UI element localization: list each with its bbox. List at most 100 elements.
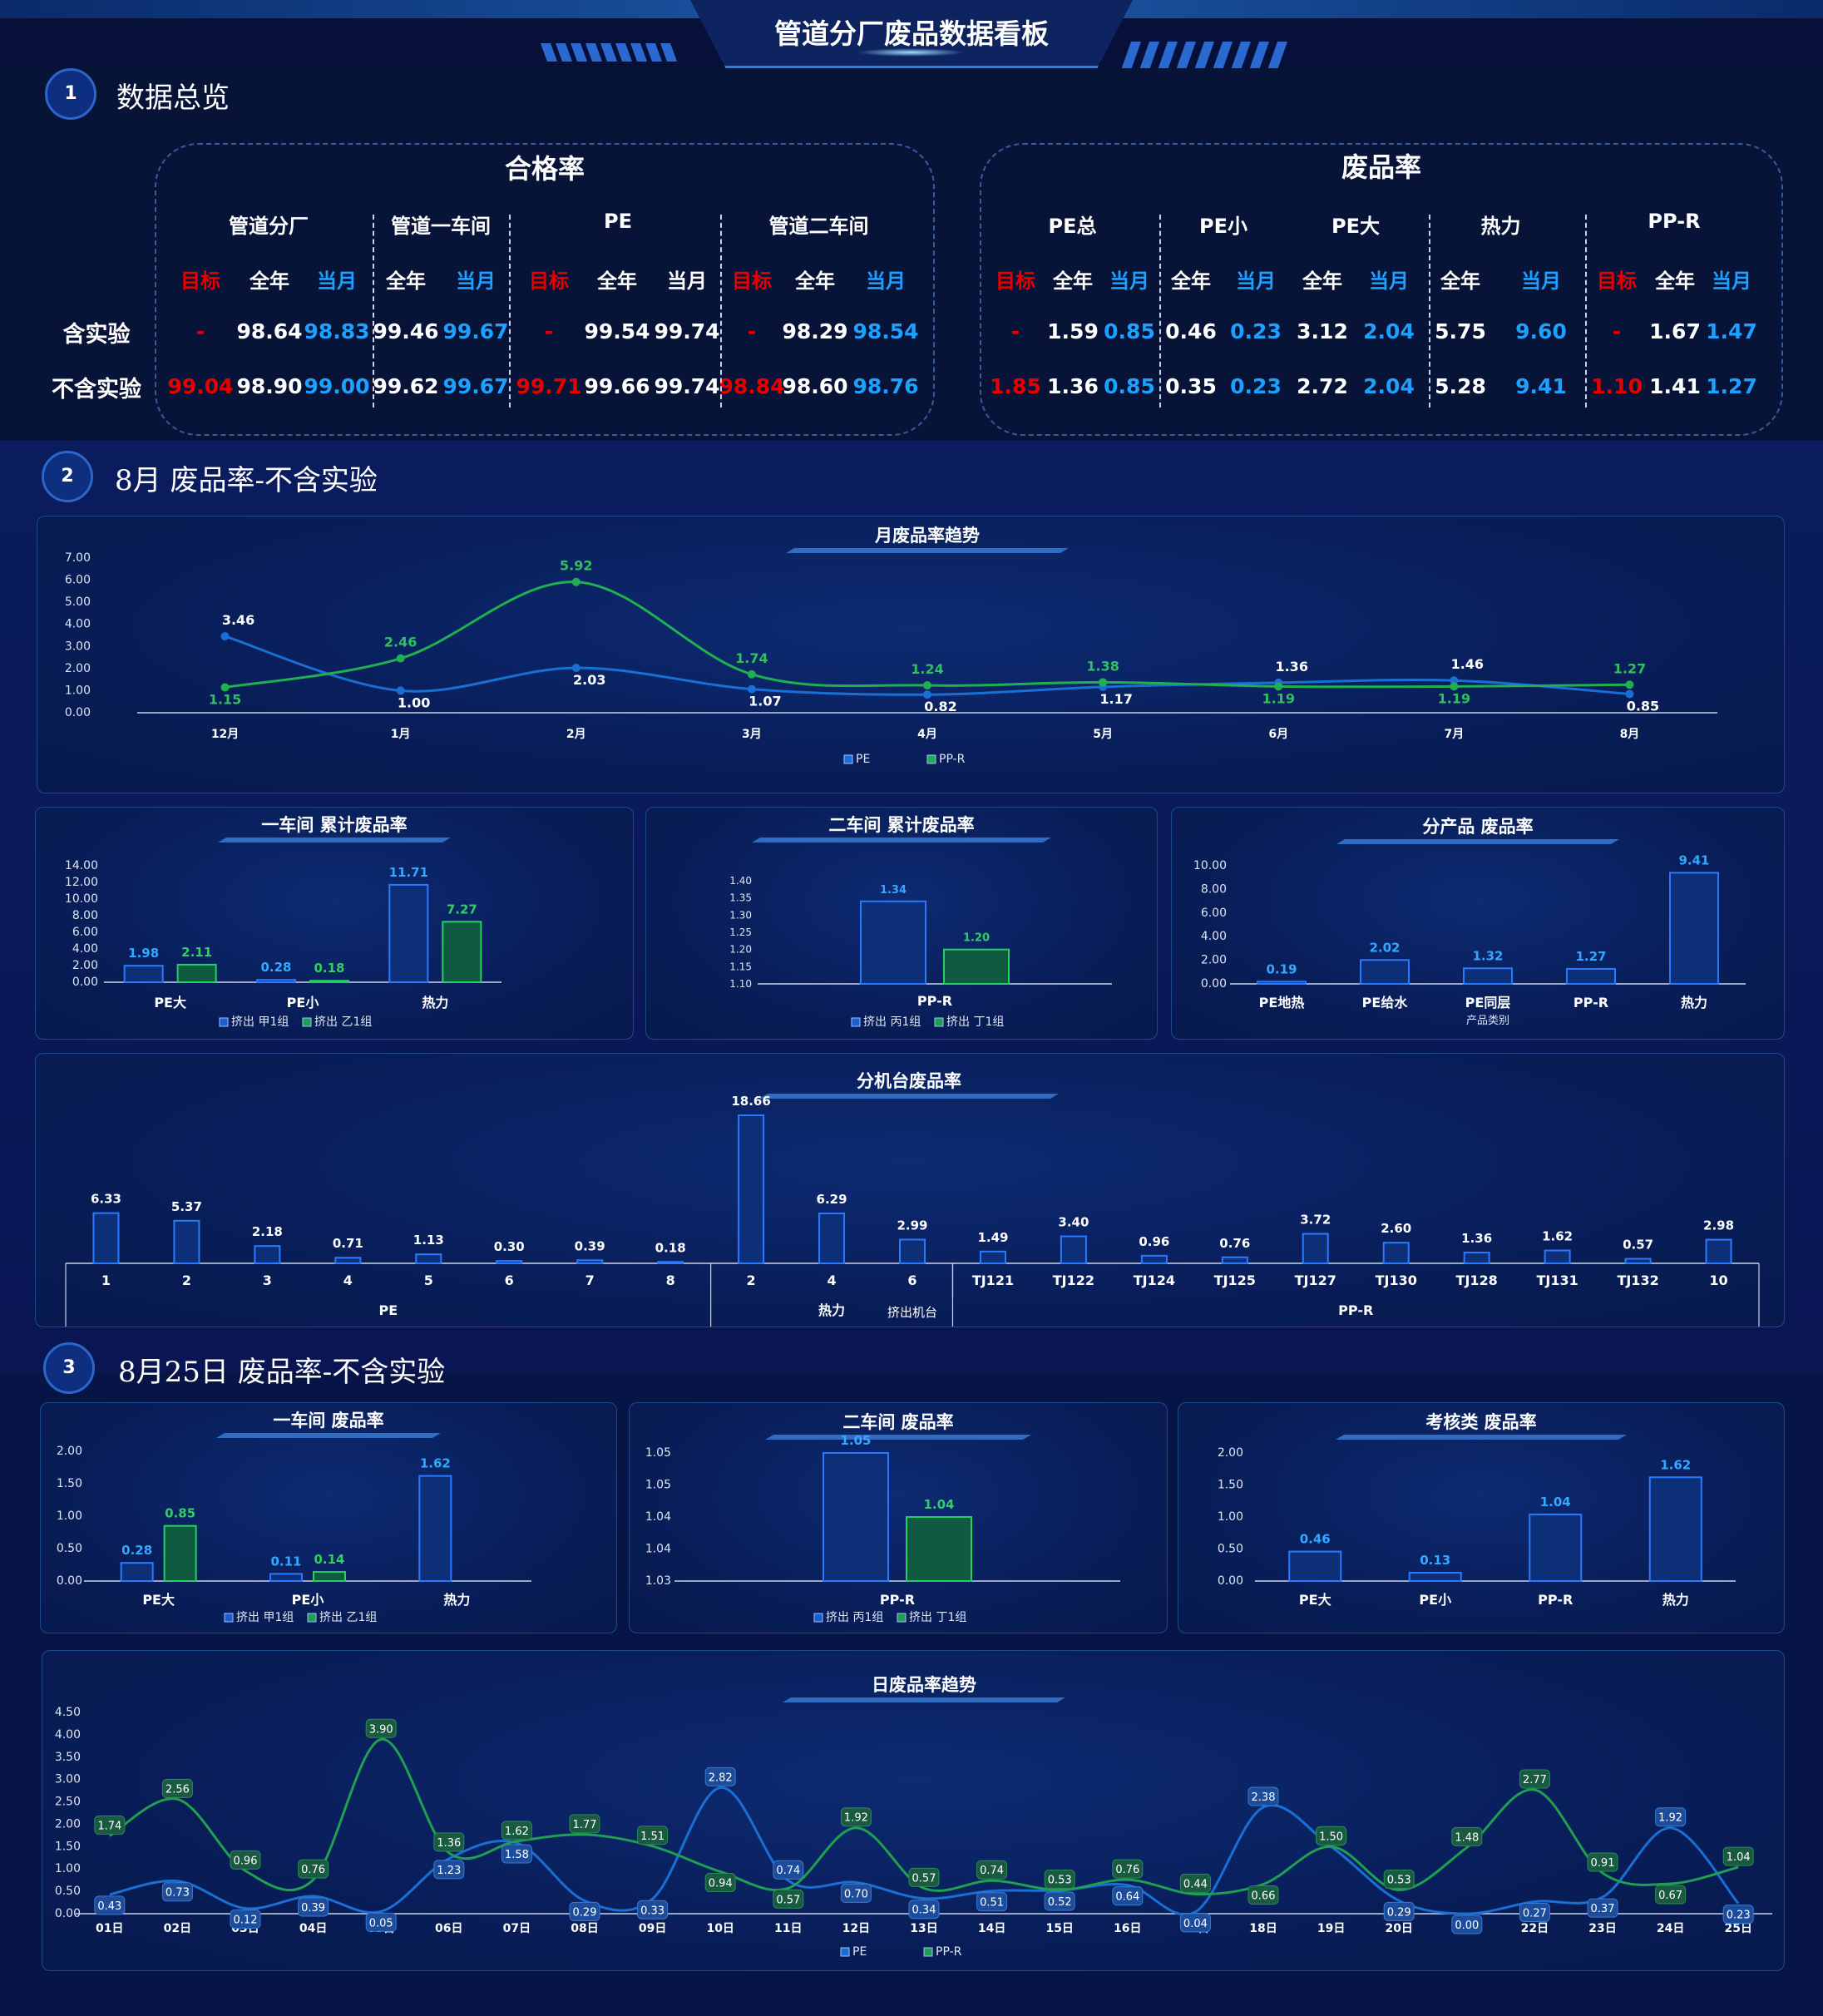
data-point [1099,678,1108,687]
bar [1463,1252,1490,1265]
y-tick-label: 0.00 [65,706,91,719]
data-label-box [1451,1915,1483,1934]
y-tick-label: 1.00 [1218,1510,1243,1524]
bar-value-label: 7.27 [447,902,477,917]
bar-value-label: 0.85 [165,1506,195,1521]
assess-panel: 考核类 废品率 0.00 0.50 1.00 1.50 2.00 0.46 PE大 0.13 PE… [1178,1402,1785,1633]
ws2-day-panel: 二车间 废品率 1.03 1.04 1.04 1.05 1.05 1.05 1.04 PP-R 挤… [629,1402,1168,1633]
bar [860,900,926,985]
data-label-box [1722,1846,1754,1866]
page-title: 管道分厂废品数据看板 [774,17,1049,50]
x-tick-label: 8月 [1620,728,1640,741]
pass-value: 98.54 [852,319,919,343]
x-tick-label: 6 [505,1272,514,1288]
y-tick-label: 4.00 [72,942,98,956]
pass-value: - [544,319,554,343]
data-label: 0.96 [234,1855,258,1867]
bar-value-label: 2.99 [897,1218,927,1233]
bar-value-label: 0.19 [1266,961,1297,976]
bar [120,1562,154,1583]
bar [442,921,482,983]
bar [657,1261,684,1265]
y-tick-label: 1.40 [729,875,752,887]
x-tick-label: PE同层 [1465,995,1511,1010]
x-tick-label: TJ132 [1617,1272,1658,1288]
pass-value: 98.83 [304,319,370,343]
data-label: 0.74 [776,1865,800,1877]
data-label-box [773,1860,804,1880]
bar-value-label: 0.71 [333,1236,363,1251]
bar-value-label: 0.76 [1219,1236,1250,1251]
scrap-col-header: 全年 [1053,269,1093,293]
data-point [1274,682,1283,691]
data-label: 0.52 [1048,1896,1072,1909]
data-label: 1.77 [573,1819,597,1831]
data-label: 2.56 [166,1783,190,1796]
x-tick-label: PE大 [142,1592,175,1608]
bar-value-label: 1.04 [923,1497,954,1512]
bar [1382,1242,1410,1264]
data-label: 2.03 [573,672,605,688]
bar-value-label: 0.39 [575,1238,605,1253]
pass-col-header: 全年 [795,269,835,293]
y-tick-label: 10.00 [1193,859,1227,872]
data-label-box [230,1910,261,1930]
legend-label: 挤出 丁1组 [909,1611,966,1624]
bar [1140,1254,1168,1265]
y-tick-label: 6.00 [65,574,91,587]
scrap-value: 1.27 [1706,374,1757,398]
legend-label: 挤出 乙1组 [319,1611,377,1624]
data-label: 1.36 [437,1837,461,1850]
x-tick-label: 25日 [1724,1922,1751,1935]
bar [899,1238,926,1264]
y-tick-label: 1.20 [729,944,752,956]
title-underline-decor [759,1094,1059,1099]
y-tick-label: 10.00 [65,892,98,906]
pass-col-header: 当月 [456,269,496,293]
legend-swatch [923,1947,933,1957]
scrap-value: 1.59 [1047,319,1099,343]
data-label: 1.07 [748,694,781,709]
bar [176,963,217,983]
title-underline-decor [765,1435,1031,1440]
data-label-box [298,1859,329,1879]
group-label: PE [378,1302,398,1318]
data-label: 3.90 [369,1723,393,1736]
y-tick-label: 7.00 [65,551,91,565]
data-label-box [230,1850,261,1870]
bar [334,1257,362,1264]
bar [1288,1550,1342,1582]
data-label: 0.37 [1591,1903,1615,1915]
legend-swatch [813,1613,823,1623]
data-label-box [94,1895,126,1915]
bar [738,1114,765,1264]
data-label: 0.64 [1115,1891,1139,1904]
data-label: 1.19 [1262,690,1294,706]
data-label: 1.19 [1438,690,1470,706]
bar-value-label: 0.18 [314,961,344,976]
x-tick-label: 11日 [774,1922,802,1935]
bar-value-label: 0.57 [1623,1238,1653,1253]
x-tick-label: 10日 [706,1922,734,1935]
y-tick-label: 1.04 [645,1543,671,1556]
data-label: 0.94 [709,1877,733,1890]
legend-label: PE [856,753,870,766]
x-tick-label: TJ122 [1053,1272,1094,1288]
bar-value-label: 1.62 [1660,1457,1691,1472]
by-machine-panel: 分机台废品率 6.33 1 5.37 2 2.18 3 0.71 4 1.13 5 0.30 6 0.39… [35,1053,1785,1327]
bar-value-label: 18.66 [731,1094,770,1109]
bar-value-label: 9.41 [1678,852,1709,867]
bar-value-label: 0.30 [494,1239,525,1254]
x-tick-label: 1月 [391,728,411,741]
scrap-value: 2.72 [1297,374,1348,398]
x-tick-label: PP-R [880,1592,915,1608]
x-tick-label: PE地热 [1259,995,1305,1010]
data-label: 1.04 [1727,1851,1751,1864]
data-point [1450,682,1459,691]
data-label: 1.92 [844,1812,868,1825]
legend-swatch [219,1017,229,1027]
scrap-value: 3.12 [1297,319,1348,343]
section-1-number: 1 [45,68,96,120]
x-tick-label: 18日 [1249,1922,1277,1935]
bar-value-label: 0.14 [314,1552,344,1567]
